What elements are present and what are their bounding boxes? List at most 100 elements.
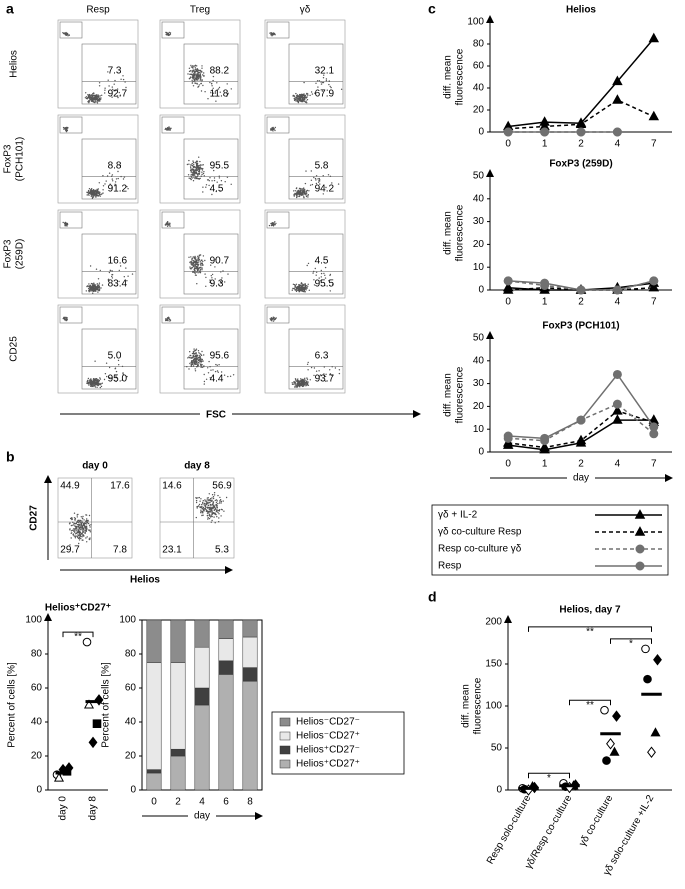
event-dot xyxy=(208,360,210,363)
event-dot xyxy=(114,367,117,369)
event-dot xyxy=(80,535,82,537)
event-dot xyxy=(65,126,68,129)
event-dot xyxy=(98,95,100,97)
marker xyxy=(612,75,623,86)
event-dot xyxy=(323,373,325,375)
event-dot xyxy=(203,175,205,177)
event-dot xyxy=(106,175,109,177)
event-dot xyxy=(80,537,82,540)
event-dot xyxy=(188,256,190,258)
event-dot xyxy=(111,178,114,180)
event-dot xyxy=(216,370,219,372)
plot-frame xyxy=(159,19,241,109)
event-dot xyxy=(293,97,295,100)
event-dot xyxy=(320,83,323,85)
event-dot xyxy=(203,504,205,506)
event-dot xyxy=(108,172,111,174)
event-dot xyxy=(315,370,318,372)
gate xyxy=(59,21,83,39)
event-dot xyxy=(293,284,296,286)
event-dot xyxy=(193,258,196,260)
event-dot xyxy=(79,528,82,530)
event-dot xyxy=(85,537,87,539)
legend-box xyxy=(431,504,669,576)
event-dot xyxy=(97,380,100,383)
gate xyxy=(266,306,290,324)
x-tick-label: 2 xyxy=(175,797,181,808)
event-dot xyxy=(295,386,297,388)
event-dot xyxy=(90,286,92,288)
event-dot xyxy=(297,381,299,383)
x-tick-label: 8 xyxy=(247,797,253,808)
event-dot xyxy=(194,174,196,176)
y-tick-label: 100 xyxy=(119,615,136,626)
event-dot xyxy=(102,189,104,191)
event-dot xyxy=(192,173,194,176)
plot-title: day 8 xyxy=(184,461,210,472)
marker xyxy=(649,276,659,286)
plot-frame xyxy=(57,209,139,299)
event-dot xyxy=(131,273,134,275)
event-dot xyxy=(93,193,96,195)
event-dot xyxy=(97,100,100,102)
event-dot xyxy=(269,318,271,320)
event-dot xyxy=(310,366,313,369)
event-dot xyxy=(193,264,196,266)
event-dot xyxy=(195,76,198,78)
event-dot xyxy=(115,380,117,383)
event-dot xyxy=(201,169,204,171)
event-dot xyxy=(94,384,97,386)
event-dot xyxy=(121,365,124,368)
event-dot xyxy=(212,507,215,509)
event-dot xyxy=(271,222,273,224)
event-dot xyxy=(212,75,215,78)
event-dot xyxy=(127,188,129,190)
event-dot xyxy=(94,192,96,194)
event-dot xyxy=(329,175,332,177)
event-dot xyxy=(299,96,301,99)
event-dot xyxy=(298,195,300,197)
gate-value: 95.6 xyxy=(210,351,230,362)
event-dot xyxy=(118,269,121,272)
event-dot xyxy=(306,378,309,380)
event-dot xyxy=(192,172,194,174)
event-dot xyxy=(215,499,218,501)
gate-value: 32.1 xyxy=(315,66,335,77)
event-dot xyxy=(201,173,203,176)
event-dot xyxy=(68,34,71,36)
event-dot xyxy=(315,182,318,185)
event-dot xyxy=(196,269,198,271)
event-dot xyxy=(300,383,303,385)
event-dot xyxy=(187,174,190,176)
y-axis-label: fluorescence xyxy=(473,677,484,734)
event-dot xyxy=(200,498,202,500)
event-dot xyxy=(202,264,204,266)
event-dot xyxy=(83,529,85,531)
gate-value: 5.0 xyxy=(108,351,122,362)
x-tick-label: γδ/Resp co-culture xyxy=(523,793,574,871)
event-dot xyxy=(197,272,199,274)
event-dot xyxy=(302,189,304,191)
event-dot xyxy=(307,369,309,371)
event-dot xyxy=(89,538,91,541)
event-dot xyxy=(198,257,200,259)
event-dot xyxy=(189,170,192,172)
event-dot xyxy=(194,69,196,71)
event-dot xyxy=(220,271,222,273)
event-dot xyxy=(86,523,88,525)
event-dot xyxy=(94,95,96,97)
y-axis-label: fluorescence xyxy=(455,204,466,261)
event-dot xyxy=(216,506,218,508)
event-dot xyxy=(303,187,305,189)
event-dot xyxy=(221,281,223,284)
event-dot xyxy=(192,264,194,267)
event-dot xyxy=(65,222,67,224)
event-dot xyxy=(166,319,168,321)
event-dot xyxy=(98,97,101,99)
event-dot xyxy=(104,183,106,185)
event-dot xyxy=(87,287,90,290)
event-dot xyxy=(98,182,101,184)
event-dot xyxy=(199,263,201,265)
legend-marker xyxy=(635,561,645,571)
event-dot xyxy=(105,180,107,182)
